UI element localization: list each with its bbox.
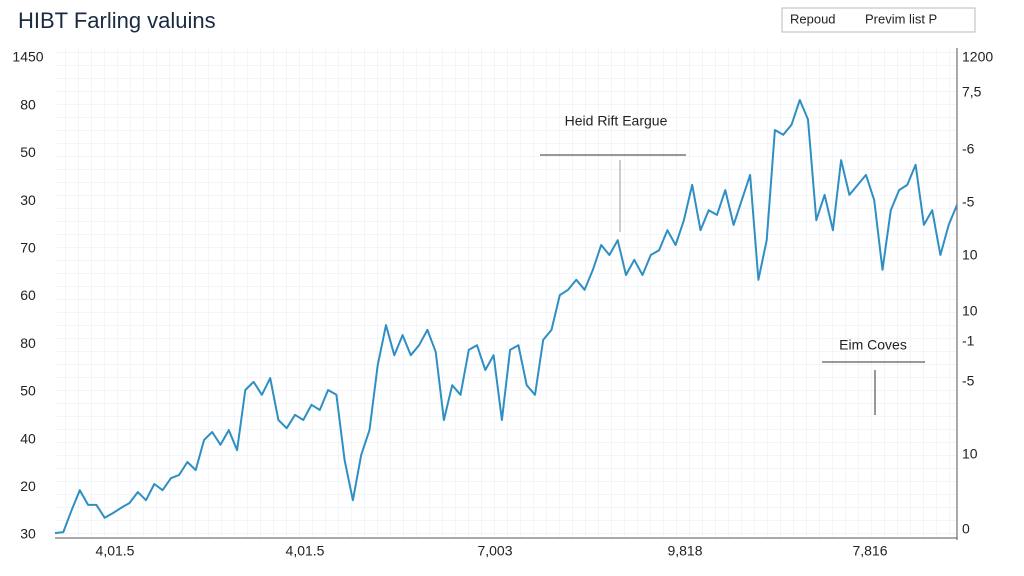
y2-axis-label: -5 bbox=[962, 373, 975, 389]
annotation: Heid Rift Eargue bbox=[565, 113, 668, 129]
button[interactable]: Previm list P bbox=[865, 11, 937, 26]
y2-axis-label: 10 bbox=[962, 446, 978, 462]
y-axis-label: 30 bbox=[20, 526, 36, 542]
chart-title: HIBT Farling valuins bbox=[18, 8, 216, 33]
button[interactable]: Repoud bbox=[790, 11, 836, 26]
y-axis-label: 80 bbox=[20, 335, 36, 351]
line bbox=[54, 99, 958, 535]
y-axis-label: 20 bbox=[20, 478, 36, 494]
y2-axis-label: -5 bbox=[962, 194, 975, 210]
y-axis-label: 70 bbox=[20, 240, 36, 256]
y-axis-label: 50 bbox=[20, 383, 36, 399]
y2-axis-label: -6 bbox=[962, 141, 975, 157]
x-axis-label: 7,816 bbox=[852, 543, 887, 559]
y-axis-label: 80 bbox=[20, 96, 36, 112]
y-axis-label: 50 bbox=[20, 144, 36, 160]
y-axis-label: 30 bbox=[20, 192, 36, 208]
y-axis-label: 1450 bbox=[12, 49, 43, 65]
toolbar bbox=[781, 7, 976, 33]
x-axis-label: 4,01.5 bbox=[286, 543, 325, 559]
x-axis-label: 4,01.5 bbox=[96, 543, 135, 559]
annotation: Eim Coves bbox=[839, 337, 907, 353]
plot-area bbox=[55, 48, 957, 538]
y2-axis-label: 10 bbox=[962, 247, 978, 263]
y-axis-label: 40 bbox=[20, 430, 36, 446]
y2-axis-label: 0 bbox=[962, 521, 970, 537]
y2-axis-label: -1 bbox=[962, 333, 975, 349]
x-axis-label: 7,003 bbox=[477, 543, 512, 559]
y2-axis-label: 7,5 bbox=[962, 84, 982, 100]
y2-axis-label: 1200 bbox=[962, 49, 993, 65]
x-axis-label: 9,818 bbox=[667, 543, 702, 559]
y-axis-label: 60 bbox=[20, 287, 36, 303]
y2-axis-label: 10 bbox=[962, 303, 978, 319]
